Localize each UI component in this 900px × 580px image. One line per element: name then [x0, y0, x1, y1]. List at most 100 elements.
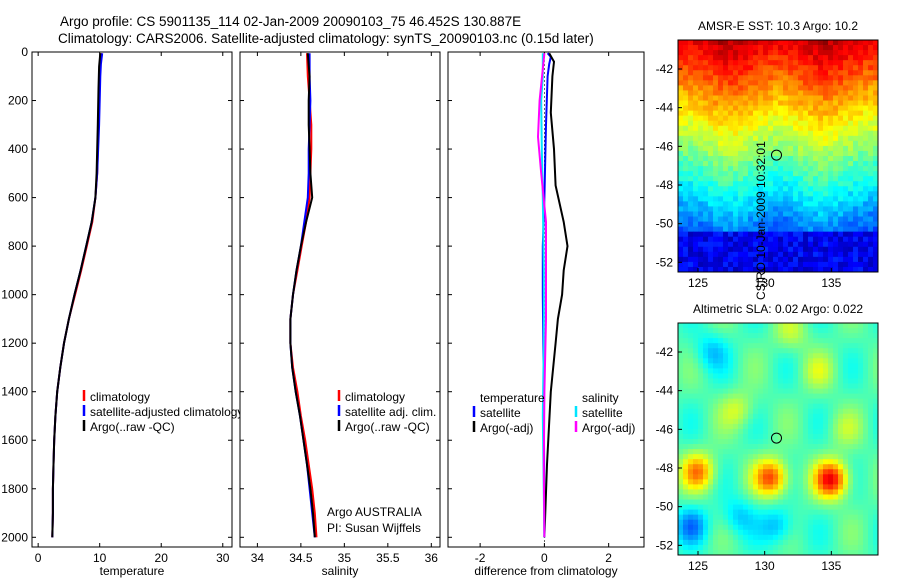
heatmap-cell: [683, 499, 689, 505]
heatmap-cell: [728, 75, 734, 81]
heatmap-cell: [783, 251, 789, 258]
heatmap-cell: [873, 90, 879, 96]
heatmap-cell: [803, 403, 809, 410]
heatmap-cell: [783, 236, 789, 243]
heatmap-cell: [813, 454, 819, 460]
heatmap-cell: [853, 469, 859, 475]
heatmap-cell: [813, 256, 819, 263]
heatmap-cell: [873, 388, 879, 395]
heatmap-cell: [818, 358, 824, 364]
heatmap-cell: [818, 256, 824, 263]
heatmap-cell: [678, 549, 684, 556]
heatmap-cell: [768, 145, 774, 152]
heatmap-cell: [708, 368, 714, 374]
heatmap-cell: [803, 216, 809, 222]
heatmap-cell: [723, 549, 729, 556]
heatmap-cell: [723, 469, 729, 475]
heatmap-cell: [783, 115, 789, 122]
heatmap-cell: [803, 363, 809, 369]
heatmap-cell: [743, 80, 749, 86]
heatmap-cell: [758, 519, 764, 526]
heatmap-cell: [783, 221, 789, 228]
heatmap-cell: [833, 504, 839, 511]
heatmap-cell: [723, 55, 729, 61]
heatmap-cell: [703, 454, 709, 460]
heatmap-cell: [868, 201, 874, 207]
heatmap-cell: [833, 474, 839, 480]
heatmap-cell: [743, 444, 749, 450]
heatmap-cell: [678, 150, 684, 157]
heatmap-cell: [828, 125, 834, 132]
heatmap-cell: [743, 221, 749, 228]
heatmap-cell: [688, 529, 694, 536]
heatmap-cell: [808, 186, 814, 192]
x-axis-label: difference from climatology: [474, 564, 617, 578]
heatmap-cell: [773, 125, 779, 132]
heatmap-cell: [708, 504, 714, 511]
heatmap-cell: [793, 206, 799, 212]
heatmap-cell: [858, 459, 864, 465]
heatmap-cell: [768, 105, 774, 112]
heatmap-cell: [823, 140, 829, 147]
heatmap-cell: [858, 534, 864, 541]
heatmap-cell: [823, 90, 829, 96]
heatmap-cell: [863, 529, 869, 536]
heatmap-cell: [808, 145, 814, 152]
heatmap-cell: [753, 403, 759, 410]
heatmap-cell: [693, 464, 699, 470]
heatmap-cell: [748, 45, 754, 51]
heatmap-cell: [863, 191, 869, 197]
heatmap-cell: [748, 236, 754, 243]
heatmap-cell: [758, 433, 764, 440]
heatmap-cell: [773, 333, 779, 339]
heatmap-cell: [728, 484, 734, 490]
heatmap-cell: [853, 186, 859, 192]
heatmap-cell: [833, 65, 839, 71]
heatmap-cell: [818, 549, 824, 556]
heatmap-cell: [858, 115, 864, 122]
heatmap-cell: [678, 408, 684, 415]
heatmap-cell: [768, 216, 774, 222]
heatmap-cell: [723, 140, 729, 147]
heatmap-cell: [838, 171, 844, 177]
heatmap-cell: [868, 509, 874, 516]
heatmap-cell: [793, 484, 799, 490]
heatmap-cell: [808, 80, 814, 86]
heatmap-cell: [798, 176, 804, 182]
heatmap-cell: [813, 75, 819, 81]
heatmap-cell: [863, 499, 869, 505]
heatmap-cell: [783, 524, 789, 531]
heatmap-cell: [698, 256, 704, 263]
heatmap-cell: [708, 439, 714, 445]
heatmap-cell: [693, 534, 699, 541]
heatmap-cell: [713, 373, 719, 379]
heatmap-cell: [823, 418, 829, 425]
heatmap-cell: [738, 221, 744, 228]
heatmap-cell: [743, 484, 749, 490]
heatmap-cell: [818, 323, 824, 329]
heatmap-cell: [703, 524, 709, 531]
heatmap-cell: [858, 428, 864, 435]
heatmap-cell: [833, 454, 839, 460]
heatmap-cell: [678, 256, 684, 263]
heatmap-cell: [838, 408, 844, 415]
heatmap-cell: [838, 161, 844, 167]
heatmap-cell: [848, 464, 854, 470]
heatmap-cell: [688, 454, 694, 460]
heatmap-cell: [813, 353, 819, 359]
heatmap-cell: [843, 499, 849, 505]
heatmap-cell: [703, 328, 709, 334]
heatmap-cell: [723, 196, 729, 202]
heatmap-cell: [773, 353, 779, 359]
heatmap-cell: [703, 171, 709, 177]
heatmap-cell: [798, 433, 804, 440]
heatmap-cell: [713, 256, 719, 263]
heatmap-cell: [848, 251, 854, 258]
heatmap-cell: [733, 181, 739, 187]
heatmap-cell: [773, 256, 779, 263]
heatmap-cell: [858, 499, 864, 505]
heatmap-cell: [838, 519, 844, 526]
heatmap-cell: [868, 489, 874, 495]
heatmap-cell: [808, 40, 814, 46]
heatmap-cell: [763, 499, 769, 505]
